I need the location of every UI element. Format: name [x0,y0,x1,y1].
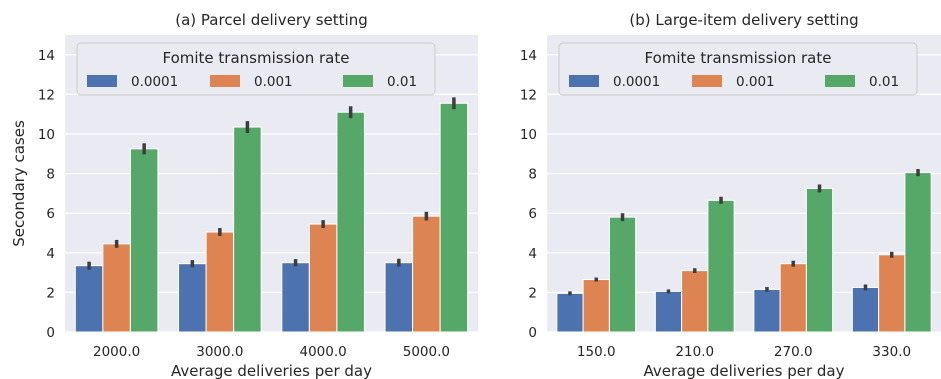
legend-swatch [825,75,855,87]
bar [851,286,880,333]
bar [753,288,781,333]
legend-label: 0.01 [869,74,899,90]
bar [281,262,310,333]
x-tick-label: 270.0 [774,344,813,360]
bar [233,126,262,333]
bar [707,199,735,333]
y-tick-label: 12 [38,87,55,103]
y-tick-label: 14 [38,48,55,64]
bar [779,263,807,333]
y-tick-label: 6 [46,206,55,222]
bar [308,223,338,333]
y-tick-label: 8 [46,167,55,183]
bar [681,270,709,333]
bar [582,279,610,333]
y-tick-label: 0 [46,325,55,341]
legend-swatch [569,75,599,87]
y-tick-label: 4 [46,246,55,262]
bar [336,111,365,333]
legend: Fomite transmission rate 0.0001 0.001 0.01 [76,42,436,96]
x-tick-label: 210.0 [675,344,714,360]
bar [74,265,104,333]
bar [412,215,441,333]
legend-title: Fomite transmission rate [163,49,350,67]
y-tick-label: 4 [528,246,537,262]
y-tick-label: 0 [528,325,537,341]
panel-b: 0 2 4 6 8 10 12 14 150.0 210.0 270.0 330.0 (b) Large… [520,11,941,379]
bar [654,290,683,333]
bar [608,216,637,333]
bar [205,231,235,333]
bar [878,254,906,333]
panel-a: 0 2 4 6 8 10 12 14 2000.0 3000.0 4000.0 5000.0 (a) P… [10,11,478,379]
y-tick-label: 14 [520,48,537,64]
legend-label: 0.0001 [613,74,660,90]
x-axis-label: Average deliveries per day [644,362,845,379]
x-tick-label: 2000.0 [93,344,140,360]
bar [805,187,834,333]
x-tick-label: 150.0 [577,344,616,360]
legend: Fomite transmission rate 0.0001 0.001 0.01 [558,42,918,96]
legend-label: 0.001 [736,74,775,90]
bar [439,102,469,333]
y-tick-label: 12 [520,87,537,103]
x-tick-label: 4000.0 [300,344,347,360]
legend-label: 0.0001 [131,74,178,90]
y-tick-label: 6 [528,206,537,222]
bar [129,148,159,333]
y-axis-label: Secondary cases [10,120,28,247]
x-tick-label: 3000.0 [196,344,243,360]
y-tick-label: 2 [528,285,537,301]
y-tick-label: 10 [520,127,537,143]
x-axis-label: Average deliveries per day [171,362,372,379]
bar [102,243,131,333]
legend-swatch [692,75,722,87]
legend-label: 0.01 [387,74,417,90]
bar [904,172,932,333]
bar [556,292,584,333]
legend-swatch [210,75,240,87]
legend-swatch [343,75,373,87]
chart-title: (a) Parcel delivery setting [175,11,367,29]
x-tick-label: 5000.0 [403,344,450,360]
y-tick-label: 8 [528,167,537,183]
legend-label: 0.001 [254,74,293,90]
bar [178,263,207,333]
y-tick-label: 2 [46,285,55,301]
bar [384,262,414,333]
legend-title: Fomite transmission rate [645,49,832,67]
x-tick-label: 330.0 [872,344,911,360]
y-tick-label: 10 [38,127,55,143]
chart-title: (b) Large-item delivery setting [629,11,858,29]
legend-swatch [87,75,117,87]
